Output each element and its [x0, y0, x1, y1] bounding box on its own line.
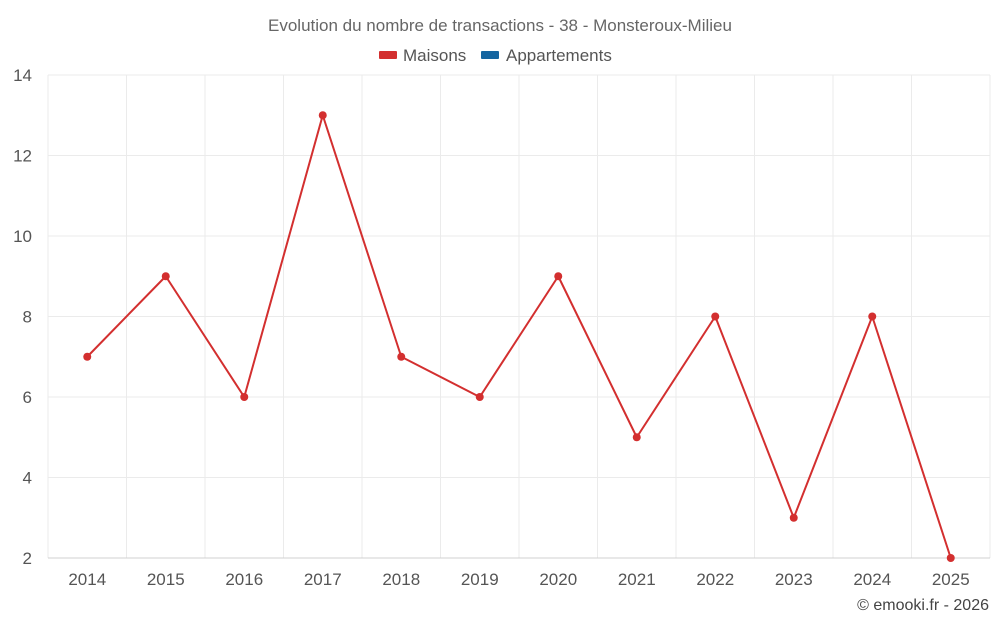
data-point[interactable] [789, 513, 798, 522]
x-tick-label: 2019 [461, 570, 499, 589]
x-tick-label: 2018 [382, 570, 420, 589]
x-tick-label: 2024 [853, 570, 891, 589]
series-line-maisons [86, 114, 952, 559]
data-point[interactable] [554, 272, 563, 281]
y-tick-label: 8 [23, 308, 32, 327]
x-tick-label: 2025 [932, 570, 970, 589]
y-tick-label: 12 [13, 147, 32, 166]
x-tick-label: 2017 [304, 570, 342, 589]
legend-label-maisons: Maisons [403, 46, 466, 65]
data-point[interactable] [240, 393, 249, 401]
data-point[interactable] [711, 312, 720, 321]
data-point[interactable] [475, 393, 484, 401]
legend: Maisons Appartements [379, 46, 612, 65]
x-tick-label: 2015 [147, 570, 185, 589]
x-tick-label: 2022 [696, 570, 734, 589]
y-tick-labels: 2 4 6 8 10 12 14 [13, 66, 32, 568]
x-tick-label: 2021 [618, 570, 656, 589]
legend-label-appartements: Appartements [506, 46, 612, 65]
x-tick-label: 2016 [225, 570, 263, 589]
legend-item-maisons[interactable]: Maisons [379, 46, 466, 65]
series-maisons [83, 111, 955, 562]
data-point[interactable] [868, 312, 877, 321]
y-tick-label: 14 [13, 66, 32, 85]
x-tick-labels: 2014 2015 2016 2017 2018 2019 2020 2021 2022 2023… [68, 570, 969, 589]
legend-swatch-appartements [481, 51, 499, 59]
legend-swatch-maisons [379, 51, 397, 59]
x-tick-label: 2023 [775, 570, 813, 589]
credit: © emooki.fr - 2026 [857, 597, 989, 614]
data-point[interactable] [318, 111, 327, 120]
y-tick-label: 2 [23, 549, 32, 568]
grid [47, 74, 991, 558]
y-tick-label: 4 [23, 469, 32, 488]
data-point[interactable] [632, 433, 641, 442]
legend-item-appartements[interactable]: Appartements [481, 46, 612, 65]
chart-title: Evolution du nombre de transactions - 38… [268, 16, 732, 35]
x-tick-label: 2014 [68, 570, 106, 589]
x-tick-label: 2020 [539, 570, 577, 589]
data-point[interactable] [83, 352, 92, 361]
y-tick-label: 6 [23, 388, 32, 407]
data-point[interactable] [161, 272, 170, 281]
data-point[interactable] [946, 554, 955, 562]
data-point[interactable] [397, 352, 406, 361]
y-tick-label: 10 [13, 227, 32, 246]
